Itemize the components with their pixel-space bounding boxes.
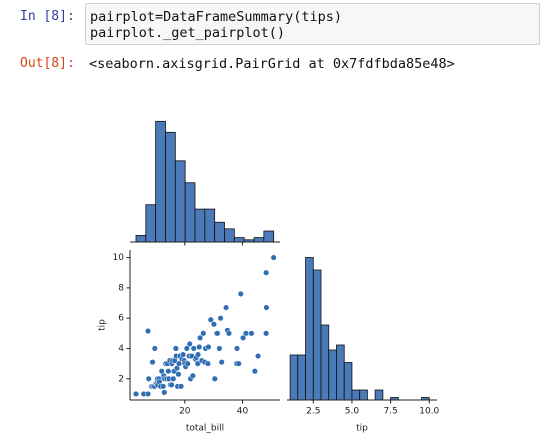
scatter-point (144, 390, 152, 397)
histogram-bar (214, 221, 225, 243)
scatter-point (145, 375, 152, 382)
histogram-bar (194, 208, 206, 243)
histogram-bar (312, 269, 322, 401)
y-tick-label: 10 (113, 253, 125, 263)
histogram-bar (204, 208, 216, 243)
scatter-point (144, 328, 152, 335)
histogram-bar (336, 344, 345, 401)
y-tick-label: 6 (118, 314, 124, 324)
scatter-point (270, 254, 277, 261)
input-prompt: In [8]: (20, 9, 75, 24)
x-tick-label: 2.5 (306, 407, 320, 417)
scatter-point (263, 304, 270, 311)
histogram-bar (155, 120, 166, 243)
x-tick-label: 20 (179, 407, 191, 417)
scatter-point (168, 381, 175, 388)
scatter-point (160, 383, 167, 390)
y-tick-label: 2 (118, 374, 124, 384)
histogram-bar (297, 354, 306, 401)
histogram-bar (135, 235, 147, 243)
scatter-point (196, 343, 203, 351)
scatter-point (211, 375, 218, 382)
scatter-point (178, 383, 185, 390)
scatter-point (172, 345, 179, 352)
histogram-bar (343, 362, 353, 401)
histogram-bar (351, 389, 361, 401)
histogram-bar (233, 237, 245, 243)
scatter-point (186, 340, 193, 347)
scatter-point (149, 359, 156, 366)
scatter-point (204, 360, 211, 367)
histogram-bar (145, 204, 157, 243)
scatter-point (132, 390, 140, 397)
scatter-point (225, 330, 232, 337)
histogram-bar (328, 349, 337, 401)
histogram-bar (320, 324, 330, 401)
scatter-point (190, 345, 197, 352)
scatter-point (218, 359, 225, 366)
scatter-point (207, 316, 214, 323)
scatter-point (242, 330, 250, 337)
scatter-point (151, 345, 158, 352)
scatter-point (189, 372, 196, 379)
scatter-point (161, 389, 168, 396)
y-axis-label: tip (98, 319, 108, 331)
scatter-point (194, 360, 201, 367)
code-cell[interactable]: pairplot=DataFrameSummary(tips) pairplot… (85, 3, 540, 45)
code-line: pairplot._get_pairplot() (90, 25, 286, 41)
scatter-point (237, 290, 244, 297)
scatter-point (214, 330, 221, 337)
histogram-bar (224, 228, 235, 243)
scatter-point (255, 353, 262, 360)
x-tick-label: 7.5 (383, 407, 397, 417)
scatter-point (197, 334, 204, 341)
scatter-point (183, 345, 190, 352)
histogram-bar (174, 160, 186, 243)
scatter-point (200, 330, 207, 337)
scatter-point (263, 330, 270, 337)
scatter-point (195, 351, 202, 358)
scatter-point (263, 269, 270, 276)
scatter-point (233, 345, 241, 352)
histogram-bar (165, 131, 176, 243)
histogram-bar (253, 237, 265, 243)
histogram-bar (305, 257, 314, 401)
y-tick-label: 8 (118, 283, 124, 293)
x-tick-label: 40 (237, 407, 249, 417)
code-line: pairplot=DataFrameSummary(tips) (90, 9, 342, 25)
scatter-point (210, 321, 217, 328)
scatter-point (248, 330, 255, 337)
histogram-bar (184, 182, 196, 243)
histogram-bar (359, 389, 368, 401)
scatter-point (223, 304, 230, 311)
scatter-point (175, 371, 182, 378)
x-tick-label: 10.0 (419, 407, 439, 417)
x-axis-label: total_bill (186, 424, 224, 434)
scatter-point (180, 351, 187, 358)
scatter-point (205, 343, 212, 351)
scatter-point (184, 360, 191, 367)
scatter-point (217, 315, 224, 322)
scatter-point (251, 368, 258, 375)
histogram-bar (289, 354, 299, 401)
histogram-bar (374, 389, 384, 401)
output-prompt: Out[8]: (20, 56, 75, 71)
x-tick-label: 5.0 (345, 407, 360, 417)
scatter-point (216, 345, 223, 352)
scatter-point (235, 360, 242, 367)
histogram-bar (263, 230, 275, 243)
scatter-point (240, 334, 247, 341)
y-tick-label: 4 (118, 344, 124, 354)
scatter-point (165, 368, 172, 375)
x-axis-label: tip (356, 424, 368, 434)
scatter-point (170, 375, 177, 382)
output-text: <seaborn.axisgrid.PairGrid at 0x7fdfbda8… (89, 56, 455, 72)
